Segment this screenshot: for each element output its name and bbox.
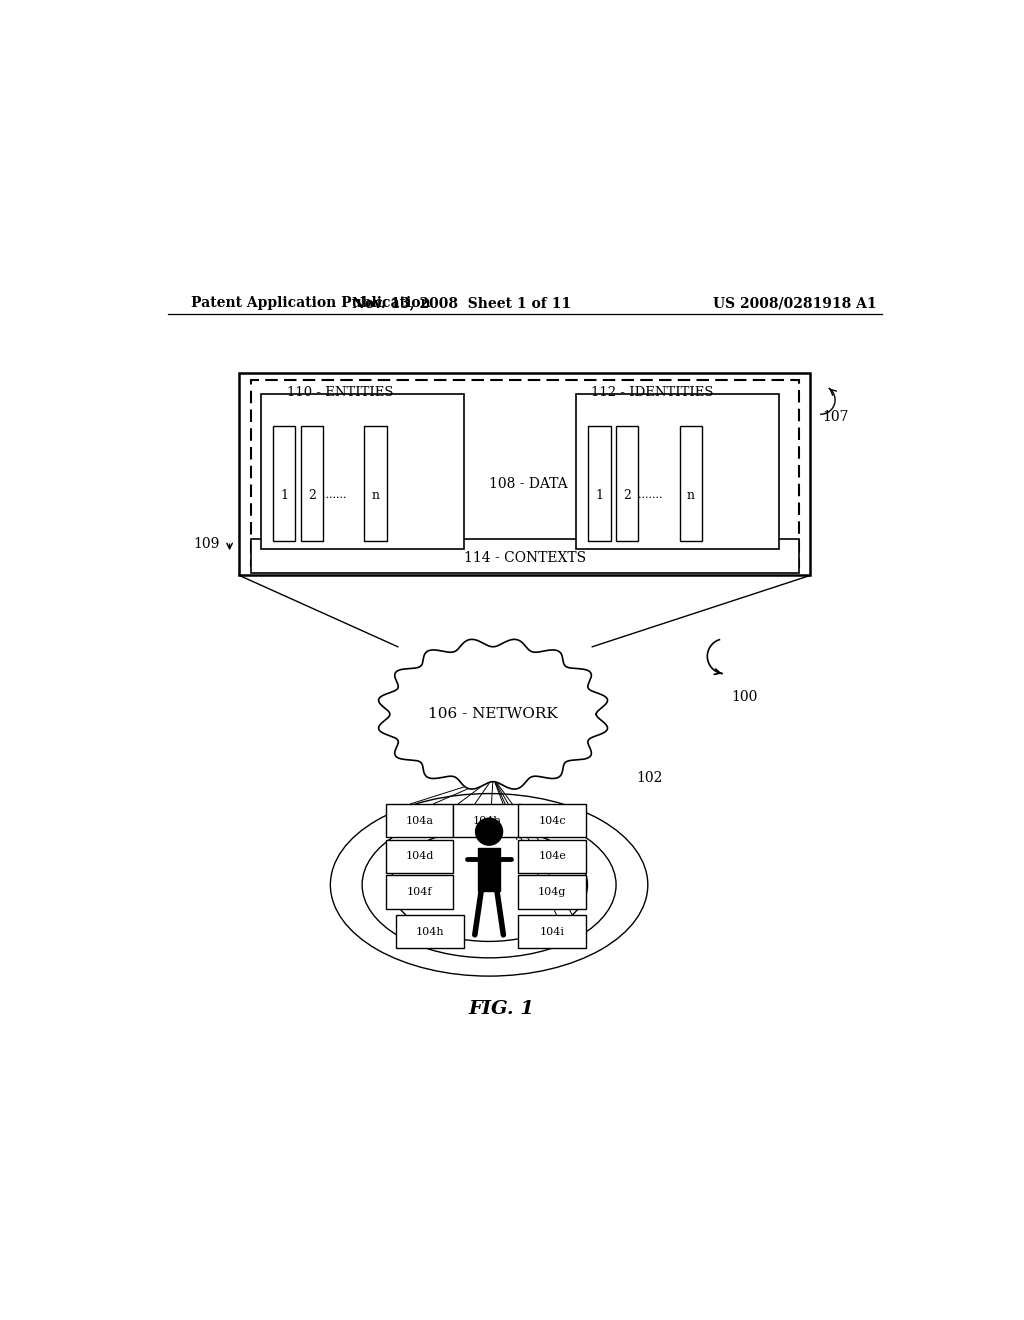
Text: 2: 2 [308, 488, 316, 502]
Bar [588, 426, 610, 541]
Bar [251, 380, 799, 566]
Text: Nov. 13, 2008  Sheet 1 of 11: Nov. 13, 2008 Sheet 1 of 11 [352, 296, 570, 310]
Text: 107: 107 [822, 409, 849, 424]
Text: 109: 109 [193, 537, 219, 550]
Bar [301, 426, 324, 541]
Bar [518, 840, 586, 873]
Text: n: n [372, 488, 380, 502]
Bar [478, 847, 500, 891]
Bar [251, 539, 799, 573]
Polygon shape [379, 639, 607, 789]
Text: 104a: 104a [406, 816, 433, 825]
Bar [261, 395, 464, 549]
Bar [616, 426, 638, 541]
Text: Patent Application Publication: Patent Application Publication [191, 296, 431, 310]
Bar [386, 840, 454, 873]
Text: 104d: 104d [406, 851, 434, 861]
Text: n: n [687, 488, 694, 502]
Bar [365, 426, 387, 541]
Text: .......: ....... [638, 490, 663, 500]
Bar [518, 875, 586, 908]
Text: .......: ....... [323, 490, 346, 500]
Bar [396, 915, 464, 948]
Text: US 2008/0281918 A1: US 2008/0281918 A1 [713, 296, 877, 310]
Text: 104g: 104g [538, 887, 566, 898]
Text: 108 - DATA: 108 - DATA [489, 477, 567, 491]
Bar [454, 804, 521, 837]
Text: 110 - ENTITIES: 110 - ENTITIES [288, 387, 394, 400]
Text: 112 - IDENTITIES: 112 - IDENTITIES [591, 387, 713, 400]
Text: 1: 1 [595, 488, 603, 502]
Text: FIG. 1: FIG. 1 [468, 1001, 534, 1019]
Text: 100: 100 [731, 690, 758, 705]
Text: 2: 2 [624, 488, 631, 502]
Text: 104h: 104h [416, 927, 444, 937]
Circle shape [475, 818, 503, 845]
Bar [680, 426, 701, 541]
Bar [273, 426, 296, 541]
Text: 104e: 104e [539, 851, 566, 861]
Bar [386, 875, 454, 908]
Text: 104f: 104f [407, 887, 432, 898]
Bar [240, 374, 811, 576]
Text: 114 - CONTEXTS: 114 - CONTEXTS [464, 550, 586, 565]
Text: 104c: 104c [539, 816, 566, 825]
Bar [577, 395, 779, 549]
Bar [518, 804, 586, 837]
Text: 1: 1 [281, 488, 289, 502]
Text: 104b: 104b [473, 816, 502, 825]
Bar [518, 915, 586, 948]
Text: 102: 102 [636, 771, 663, 784]
Text: 106 - NETWORK: 106 - NETWORK [428, 708, 558, 721]
Text: 104i: 104i [540, 927, 564, 937]
Bar [386, 804, 454, 837]
